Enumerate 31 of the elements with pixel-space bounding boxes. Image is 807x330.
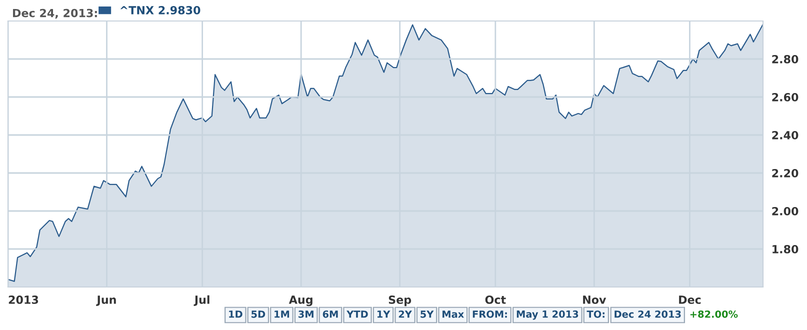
text: 1D	[229, 310, 242, 318]
x-tick-label: Jun	[96, 296, 116, 306]
x-tick-label: Dec	[679, 296, 701, 304]
y-tick-label: 2.40	[772, 130, 798, 140]
x-tick-label: Sep	[388, 296, 412, 306]
text: FROM:	[472, 310, 507, 318]
x-tick-label: Nov	[583, 296, 606, 304]
text: 1Y	[377, 310, 390, 318]
text: 1M	[274, 310, 290, 318]
text: 6M	[322, 310, 338, 318]
text: Max	[442, 310, 464, 318]
x-tick-label: Aug	[288, 296, 312, 306]
text: TO:	[586, 310, 604, 318]
x-tick-label: 2013	[8, 296, 38, 304]
text: YTD	[346, 310, 368, 318]
x-tick-label: Jul	[194, 295, 210, 306]
text: 5Y	[420, 310, 434, 318]
text: 3M	[298, 310, 314, 318]
text: 2Y	[398, 310, 412, 318]
y-tick-label: 2.80	[772, 54, 798, 64]
y-tick-label: 2.00	[772, 206, 798, 216]
y-tick-label: 2.20	[772, 168, 798, 178]
text: 5D	[252, 310, 266, 318]
text: May 1 2013	[516, 310, 578, 320]
legend-label: ^TNX 2.9830	[120, 6, 200, 14]
chart-title: Dec 24, 2013:	[13, 8, 97, 19]
text: +82.00%	[690, 310, 738, 318]
x-tick-label: Oct	[485, 296, 506, 304]
y-tick-label: 1.80	[772, 244, 798, 254]
text: Dec 24 2013	[614, 310, 681, 318]
y-tick-label: 2.60	[772, 92, 798, 102]
